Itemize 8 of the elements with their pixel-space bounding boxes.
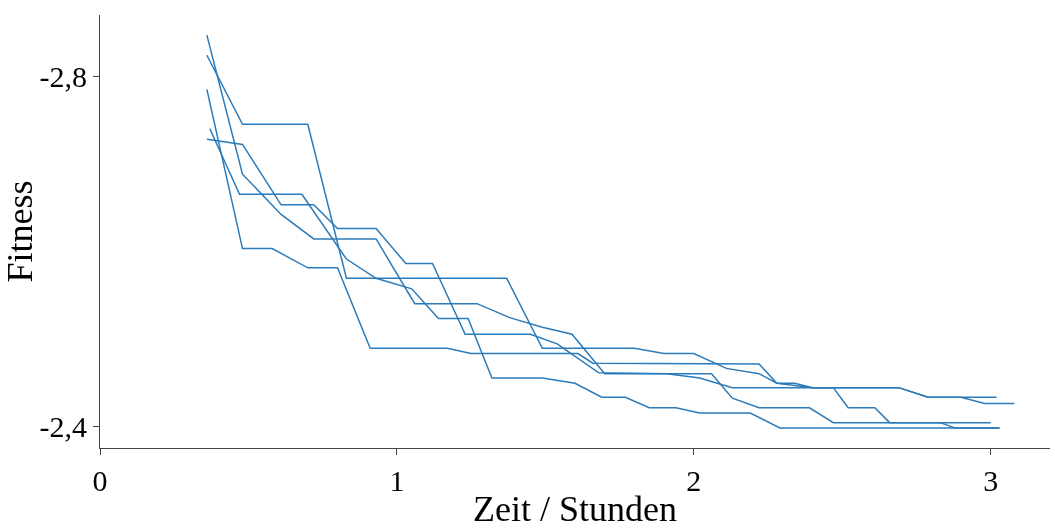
- y-tick-label: -2,4: [39, 409, 87, 443]
- y-axis-title: Fitness: [0, 180, 40, 283]
- x-tick-label: 1: [389, 464, 405, 497]
- x-tick-label: 0: [92, 464, 108, 497]
- x-axis-title: Zeit / Stunden: [473, 489, 677, 529]
- x-tick-label: 2: [686, 464, 702, 497]
- x-tick-label: 3: [983, 464, 999, 497]
- y-tick-label: -2,8: [39, 59, 87, 93]
